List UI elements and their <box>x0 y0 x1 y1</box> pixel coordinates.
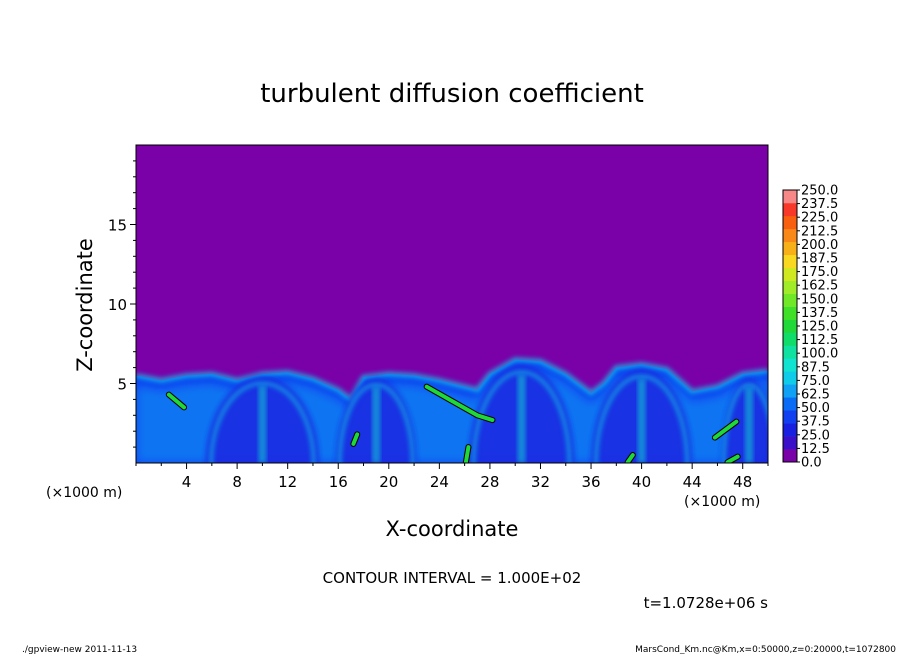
colorbar-label: 250.0 <box>801 184 838 199</box>
colorbar-label: 237.5 <box>801 197 838 212</box>
footer-right: MarsCond_Km.nc@Km,x=0:50000,z=0:20000,t=… <box>635 645 896 654</box>
contour-4 <box>712 419 739 440</box>
colorbar-label: 37.5 <box>801 415 830 430</box>
colorbar-label: 150.0 <box>801 292 838 307</box>
colorbar-swatch <box>783 423 797 437</box>
thermal-updraft-3 <box>637 379 646 463</box>
colorbar-swatch <box>783 228 797 243</box>
colorbar-label: 100.0 <box>801 347 838 362</box>
y-axis-title: Z-coordinate <box>73 238 97 372</box>
contour-interval-label: CONTOUR INTERVAL = 1.000E+02 <box>323 569 582 587</box>
boundary-layer-edge <box>136 357 768 404</box>
colorbar-label: 25.0 <box>801 428 830 443</box>
x-tick-label: 32 <box>531 473 550 491</box>
time-label: t=1.0728e+06 s <box>644 594 769 612</box>
thermal-domes <box>205 364 768 463</box>
x-tick-label: 48 <box>733 473 752 491</box>
chart-title: turbulent diffusion coefficient <box>260 79 644 109</box>
thermal-dome-edge-3 <box>594 374 690 463</box>
colorbar-swatch <box>783 384 797 398</box>
colorbar-swatch <box>783 332 797 346</box>
colorbar-swatch <box>783 293 797 307</box>
colorbar-label: 75.0 <box>801 374 830 389</box>
x-unit-left: (×1000 m) <box>46 485 122 501</box>
x-tick-label: 4 <box>182 473 192 491</box>
colorbar-label: 0.0 <box>801 456 822 471</box>
plot-area <box>136 145 768 463</box>
colorbar-label: 50.0 <box>801 401 830 416</box>
x-unit-right: (×1000 m) <box>684 494 760 510</box>
colorbar-swatch <box>783 215 797 230</box>
x-tick-label: 36 <box>581 473 600 491</box>
colorbar-swatch <box>783 190 797 204</box>
colorbar-swatch <box>783 358 797 372</box>
colorbar-swatch <box>783 319 797 333</box>
thermal-updraft-2 <box>517 375 526 463</box>
colorbar-swatch <box>783 449 797 463</box>
x-axis-title: X-coordinate <box>386 517 519 541</box>
x-tick-label: 8 <box>232 473 242 491</box>
y-tick-label: 15 <box>108 217 127 235</box>
colorbar-swatch <box>783 267 797 281</box>
colorbar-label: 225.0 <box>801 211 838 226</box>
colorbar-swatch <box>783 280 797 294</box>
colorbar-swatch <box>783 306 797 320</box>
thermal-dome-edge-4 <box>722 382 768 463</box>
colorbar-swatch <box>783 254 797 269</box>
footer-left: ./gpview-new 2011-11-13 <box>22 645 137 654</box>
thermal-dome-edge-0 <box>209 381 316 463</box>
contour-3 <box>625 453 635 463</box>
x-tick-label: 28 <box>480 473 499 491</box>
x-tick-label: 40 <box>632 473 651 491</box>
colorbar-label: 212.5 <box>801 224 838 239</box>
thermal-updraft-0 <box>258 385 267 463</box>
thermal-dome-edge-2 <box>471 370 572 463</box>
colorbar-swatch <box>783 371 797 385</box>
thermal-dome-edge-1 <box>337 382 415 463</box>
colorbar-swatch <box>783 345 797 359</box>
contour-2 <box>463 445 471 463</box>
x-tick-label: 44 <box>683 473 702 491</box>
colorbar-label: 125.0 <box>801 320 838 335</box>
x-tick-label: 16 <box>329 473 348 491</box>
contour-lines <box>165 383 741 463</box>
x-tick-label: 24 <box>430 473 449 491</box>
colorbar-swatch <box>783 202 797 217</box>
contour-6 <box>351 432 360 446</box>
colorbar: 0.012.525.037.550.062.575.087.5100.0112.… <box>782 184 838 471</box>
colorbar-label: 62.5 <box>801 388 830 403</box>
colorbar-label: 112.5 <box>801 333 838 348</box>
x-tick-label: 12 <box>278 473 297 491</box>
y-tick-label: 5 <box>117 376 127 394</box>
colorbar-swatch <box>783 436 797 450</box>
x-tick-label: 20 <box>379 473 398 491</box>
colorbar-label: 12.5 <box>801 442 830 457</box>
thermal-updraft-1 <box>372 387 381 463</box>
colorbar-label: 137.5 <box>801 306 838 321</box>
colorbar-label: 87.5 <box>801 360 830 375</box>
x-axis: 4 8 12 16 20 24 28 32 36 40 44 48 <box>135 463 769 491</box>
contour-1 <box>424 384 495 423</box>
colorbar-swatch <box>783 241 797 256</box>
thermal-updraft-4 <box>745 387 754 463</box>
colorbar-label: 187.5 <box>801 252 838 267</box>
colorbar-label: 162.5 <box>801 279 838 294</box>
colorbar-label: 200.0 <box>801 238 838 253</box>
colorbar-swatch <box>783 410 797 424</box>
contour-5 <box>725 454 740 463</box>
y-axis: 5 10 15 <box>108 160 136 448</box>
colorbar-swatch <box>783 397 797 411</box>
contour-0 <box>166 392 187 410</box>
colorbar-label: 175.0 <box>801 265 838 280</box>
y-tick-label: 10 <box>108 296 127 314</box>
